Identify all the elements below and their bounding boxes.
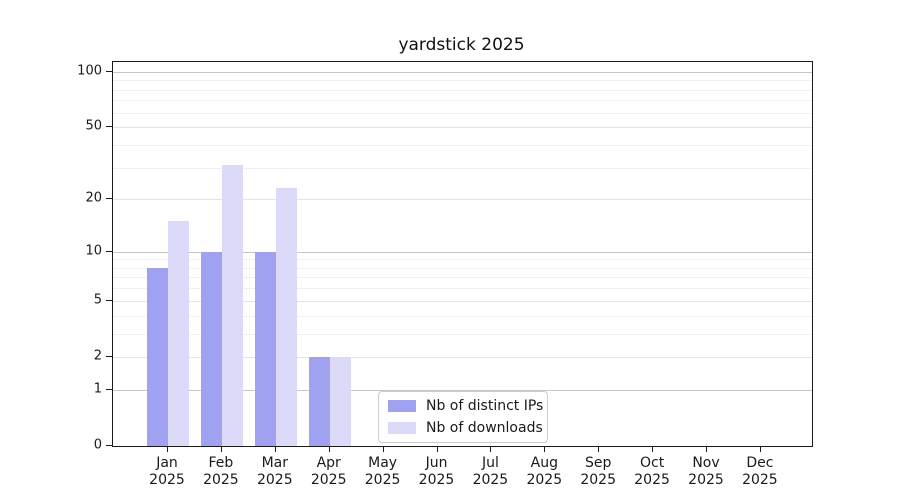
legend: Nb of distinct IPs Nb of downloads (378, 391, 548, 443)
gridline-y-60 (113, 112, 812, 114)
gridline-y-2 (113, 356, 812, 358)
y-tick-label-50: 50 (85, 118, 102, 134)
gridline-y-4 (113, 315, 812, 317)
bar-distinct-ips-apr (308, 356, 330, 446)
y-tick-label-100: 100 (77, 63, 102, 79)
x-tick-aug (544, 446, 546, 452)
legend-swatch-distinct-ips (388, 400, 416, 412)
bar-distinct-ips-mar (254, 251, 276, 446)
legend-swatch-downloads (388, 422, 416, 434)
x-tick-label-mar: Mar 2025 (256, 455, 293, 488)
x-tick-may (382, 446, 384, 452)
y-tick-50 (106, 126, 112, 128)
x-tick-label-jun: Jun 2025 (418, 455, 455, 488)
bar-downloads-jan (168, 221, 189, 446)
y-tick-10 (106, 250, 112, 252)
x-tick-jan (167, 446, 168, 452)
gridline-y-8 (113, 267, 812, 269)
y-tick-label-20: 20 (85, 190, 102, 206)
x-tick-oct (652, 446, 654, 452)
y-tick-label-10: 10 (85, 243, 102, 259)
x-tick-label-may: May 2025 (364, 455, 401, 488)
plot-area (112, 61, 813, 447)
y-tick-label-0: 0 (93, 437, 102, 453)
y-tick-0 (106, 445, 112, 446)
x-tick-label-jul: Jul 2025 (472, 455, 509, 488)
gridline-y-80 (113, 89, 812, 91)
bar-downloads-feb (221, 165, 243, 446)
x-tick-label-aug: Aug 2025 (526, 455, 563, 488)
bar-distinct-ips-jan (147, 267, 168, 446)
y-tick-20 (106, 198, 112, 200)
gridline-y-30 (113, 167, 812, 169)
y-tick-2 (106, 355, 112, 357)
y-tick-100 (106, 70, 112, 72)
x-tick-label-sep: Sep 2025 (580, 455, 616, 488)
gridline-y-40 (113, 144, 812, 146)
x-tick-nov (706, 446, 707, 452)
y-tick-label-1: 1 (93, 381, 102, 397)
bar-distinct-ips-feb (200, 251, 222, 446)
x-tick-label-dec: Dec 2025 (742, 455, 778, 488)
gridline-y-10 (113, 251, 812, 253)
legend-item-distinct-ips: Nb of distinct IPs (388, 398, 543, 414)
x-tick-apr (328, 446, 330, 452)
x-tick-dec (759, 446, 761, 452)
gridline-y-20 (113, 199, 812, 201)
x-tick-label-feb: Feb 2025 (203, 455, 239, 488)
legend-item-downloads: Nb of downloads (388, 420, 543, 436)
chart-title: yardstick 2025 (398, 35, 525, 55)
gridline-y-50 (113, 127, 812, 129)
x-tick-mar (274, 446, 276, 452)
gridline-y-6 (113, 288, 812, 290)
y-tick-label-5: 5 (93, 292, 102, 308)
x-tick-feb (220, 446, 222, 452)
gridline-y-70 (113, 100, 812, 102)
x-tick-label-apr: Apr 2025 (310, 455, 347, 488)
gridline-y-90 (113, 80, 812, 82)
x-tick-label-oct: Oct 2025 (634, 455, 670, 488)
y-tick-label-2: 2 (93, 348, 102, 364)
legend-label-downloads: Nb of downloads (426, 420, 543, 436)
x-tick-label-nov: Nov 2025 (688, 455, 724, 488)
x-tick-jul (490, 446, 492, 452)
gridline-y-7 (113, 277, 812, 279)
gridline-y-5 (113, 300, 812, 302)
bar-downloads-mar (275, 188, 297, 446)
gridline-y-3 (113, 333, 812, 335)
y-tick-1 (106, 388, 112, 390)
bar-downloads-apr (329, 356, 351, 446)
x-tick-label-jan: Jan 2025 (149, 455, 185, 488)
x-tick-jun (436, 446, 438, 452)
gridline-y-1 (113, 389, 812, 391)
y-tick-5 (106, 299, 112, 301)
x-tick-sep (598, 446, 600, 452)
legend-label-distinct-ips: Nb of distinct IPs (426, 398, 544, 414)
gridline-y-100 (113, 71, 812, 73)
gridline-y-9 (113, 259, 812, 261)
